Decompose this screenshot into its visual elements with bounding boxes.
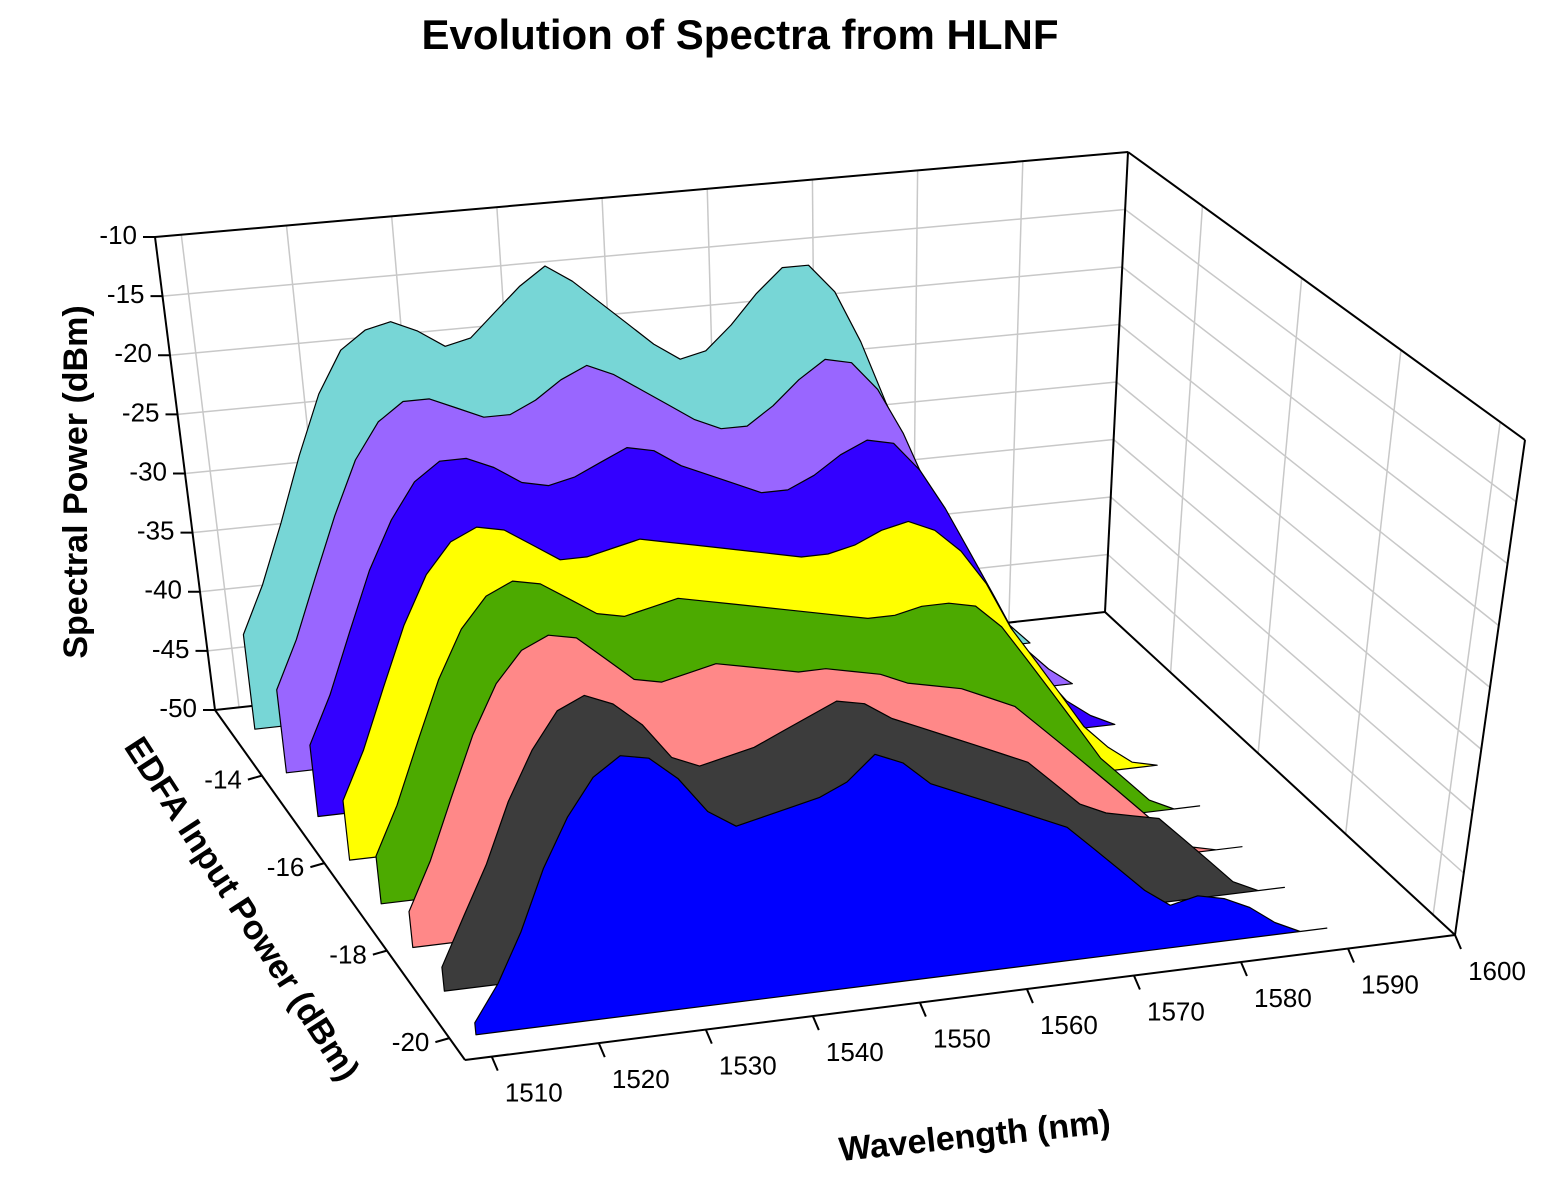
axis-line (1127, 151, 1526, 441)
spectrum-area (474, 753, 1328, 1036)
tick-mark (247, 774, 263, 781)
tick-mark (1454, 934, 1462, 950)
x-tick-label: 1600 (1468, 956, 1526, 986)
y-tick-label: -35 (137, 516, 175, 546)
axis-line (214, 709, 466, 1061)
tick-mark (372, 949, 388, 956)
y-tick-label: -25 (122, 397, 160, 427)
grid-line (1113, 438, 1482, 750)
tick-mark (918, 1002, 927, 1017)
x-tick-label: 1520 (612, 1064, 670, 1094)
chart-title: Evolution of Spectra from HLNF (421, 11, 1058, 58)
grid-line (169, 266, 1123, 356)
x-tick-label: 1510 (505, 1077, 563, 1107)
z-tick-label: -14 (204, 765, 242, 795)
y-tick-label: -45 (152, 634, 190, 664)
tick-mark (1240, 961, 1248, 977)
grid-line (162, 208, 1126, 297)
tick-mark (704, 1029, 713, 1044)
axis-line (1104, 611, 1456, 936)
tick-mark (310, 862, 325, 869)
y-tick-label: -30 (129, 456, 167, 486)
x-tick-label: 1570 (1147, 996, 1205, 1026)
y-tick-label: -50 (159, 693, 197, 723)
x-axis-title: Wavelength (nm) (837, 1103, 1112, 1169)
y-tick-label: -20 (114, 338, 152, 368)
axis-line (154, 151, 1129, 238)
grid-line (1110, 496, 1473, 812)
z-tick-label: -18 (329, 940, 367, 970)
grid-line (1124, 208, 1517, 503)
axis-line (1454, 439, 1526, 936)
y-tick-label: -15 (107, 279, 145, 309)
grid-line (1118, 323, 1500, 627)
tick-mark (1025, 988, 1034, 1004)
grid-line (1169, 205, 1204, 673)
axis-line (464, 934, 1456, 1061)
grid-line (1432, 421, 1501, 915)
x-tick-label: 1560 (1040, 1010, 1098, 1040)
tick-mark (490, 1056, 499, 1072)
tick-mark (811, 1015, 820, 1031)
tick-mark (597, 1042, 606, 1058)
grid-line (1257, 277, 1303, 754)
tick-mark (1132, 975, 1141, 990)
axis-line (1104, 151, 1129, 613)
z-tick-label: -16 (267, 852, 305, 882)
x-tick-label: 1540 (826, 1037, 884, 1067)
x-tick-label: 1550 (933, 1023, 991, 1053)
tick-mark (435, 1037, 450, 1044)
z-tick-label: -20 (392, 1027, 430, 1057)
grid-line (1344, 349, 1402, 835)
y-tick-label: -10 (99, 220, 137, 250)
grid-line (1121, 266, 1508, 565)
y-axis-title: Spectral Power (dBm) (57, 305, 95, 658)
tick-mark (1347, 948, 1355, 963)
x-tick-label: 1590 (1361, 969, 1419, 999)
grid-line (1107, 553, 1465, 874)
x-tick-label: 1580 (1254, 983, 1312, 1013)
x-tick-label: 1530 (719, 1050, 777, 1080)
y-tick-label: -40 (144, 575, 182, 605)
grid-line (1116, 381, 1491, 689)
